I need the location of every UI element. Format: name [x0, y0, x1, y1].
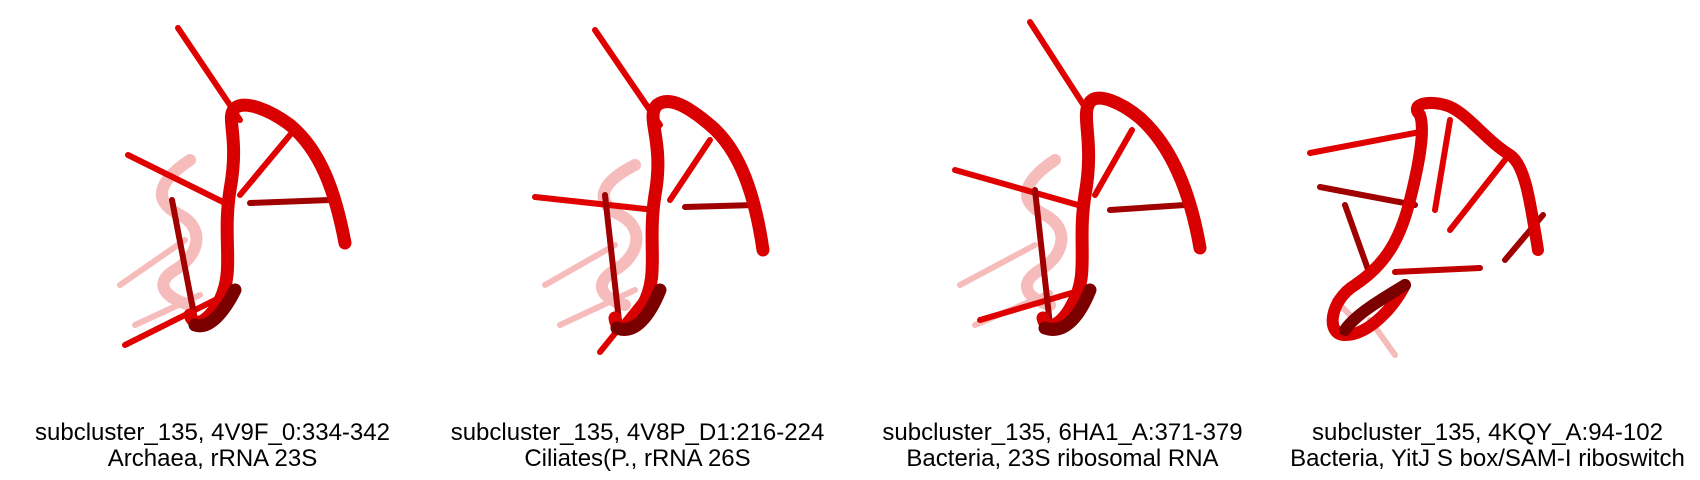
rna-structure-render-1: [117, 25, 352, 348]
structure-panel-2: subcluster_135, 4V8P_D1:216-224 Ciliates…: [425, 0, 850, 480]
rna-structure-render-4: [1307, 97, 1546, 358]
caption-2-description: Ciliates(P., rRNA 26S: [524, 445, 751, 472]
caption-1-description: Archaea, rRNA 23S: [107, 445, 318, 472]
caption-3-identifier: subcluster_135, 6HA1_A:371-379: [882, 419, 1243, 446]
caption-4-description: Bacteria, YitJ S box/SAM-I riboswitch: [1290, 445, 1685, 472]
caption-1-identifier: subcluster_135, 4V9F_0:334-342: [35, 419, 390, 446]
structure-panel-1: subcluster_135, 4V9F_0:334-342 Archaea, …: [0, 0, 425, 480]
structure-caption-3: subcluster_135, 6HA1_A:371-379 Bacteria,…: [850, 420, 1275, 472]
caption-4-identifier: subcluster_135, 4KQY_A:94-102: [1312, 419, 1663, 446]
rna-structure-render-3: [952, 19, 1207, 336]
structure-caption-1: subcluster_135, 4V9F_0:334-342 Archaea, …: [0, 420, 425, 472]
caption-3-description: Bacteria, 23S ribosomal RNA: [906, 445, 1219, 472]
structure-panel-4: subcluster_135, 4KQY_A:94-102 Bacteria, …: [1275, 0, 1700, 480]
rna-structure-render-2: [532, 27, 770, 355]
structure-panel-3: subcluster_135, 6HA1_A:371-379 Bacteria,…: [850, 0, 1275, 480]
structure-caption-2: subcluster_135, 4V8P_D1:216-224 Ciliates…: [425, 420, 850, 472]
structure-caption-4: subcluster_135, 4KQY_A:94-102 Bacteria, …: [1275, 420, 1700, 472]
caption-2-identifier: subcluster_135, 4V8P_D1:216-224: [450, 419, 825, 446]
